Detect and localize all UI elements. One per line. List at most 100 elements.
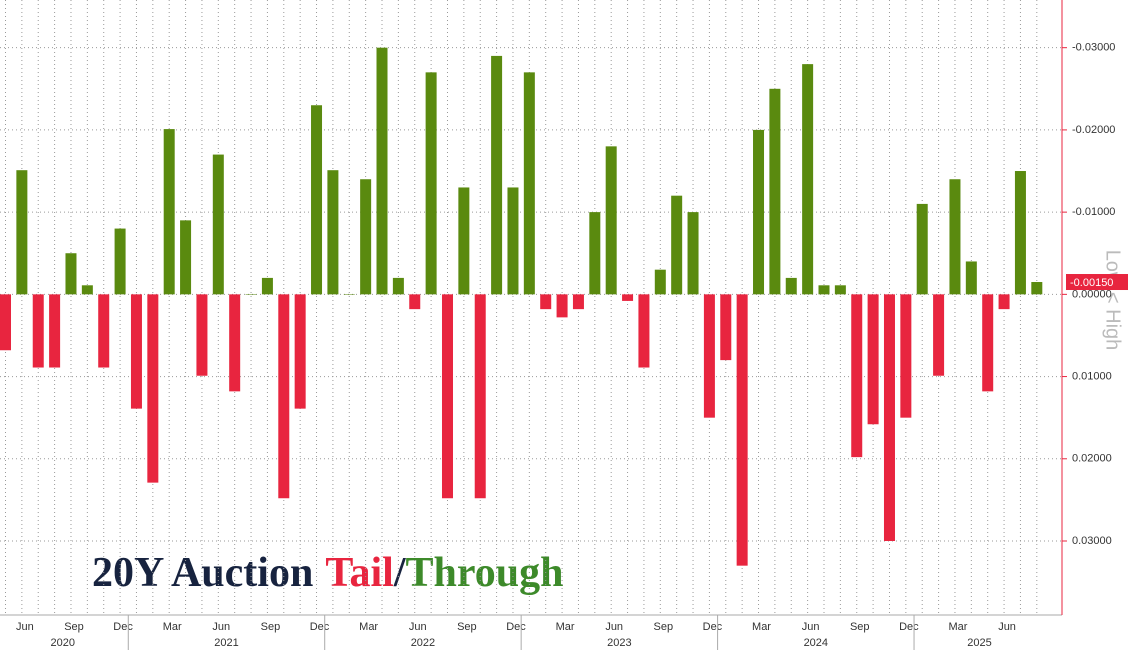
grid [0, 0, 1062, 615]
last-value-tag [1066, 274, 1128, 291]
y-tick-label: 0.02000 [1072, 453, 1112, 465]
bar [261, 277, 273, 295]
x-tick-label: Mar [948, 621, 967, 633]
bar [540, 294, 552, 310]
bar [360, 179, 372, 295]
y-tick-label: -0.02000 [1072, 124, 1115, 136]
bar [491, 55, 503, 295]
title-part: Tail [325, 550, 394, 596]
bar [180, 220, 192, 295]
bar [933, 294, 945, 376]
bar [147, 294, 159, 483]
year-label: 2025 [967, 637, 991, 649]
y-tick-label: -0.03000 [1072, 42, 1115, 54]
bar [605, 146, 617, 295]
x-tick-label: Sep [457, 621, 477, 633]
x-tick-label: Jun [605, 621, 623, 633]
bar [1031, 282, 1043, 295]
bar [572, 294, 584, 310]
bar [327, 170, 339, 295]
x-tick-label: Jun [409, 621, 427, 633]
bar [114, 228, 126, 295]
chart-title: 20Y Auction Tail/Through [92, 550, 563, 596]
bar [130, 294, 142, 409]
bar [409, 294, 421, 310]
bar [671, 195, 683, 295]
year-label: 2023 [607, 637, 631, 649]
bar [900, 294, 912, 418]
bar [98, 294, 110, 368]
bar [0, 294, 11, 351]
bar [785, 277, 797, 295]
year-label: 2024 [804, 637, 828, 649]
title-part: 20Y Auction [92, 550, 313, 596]
bar [16, 170, 28, 295]
year-label: 2022 [411, 637, 435, 649]
x-tick-label: Dec [899, 621, 919, 633]
bar [965, 261, 977, 295]
bar [556, 294, 568, 318]
bar [229, 294, 241, 392]
bar [753, 129, 765, 295]
x-tick-label: Jun [212, 621, 230, 633]
bar [982, 294, 994, 392]
bar [589, 212, 601, 295]
x-tick-label: Sep [64, 621, 84, 633]
x-tick-label: Dec [113, 621, 133, 633]
bar [998, 294, 1010, 310]
bar [425, 72, 437, 295]
bar [49, 294, 61, 368]
x-tick-label: Sep [261, 621, 281, 633]
bar [212, 154, 224, 295]
bar [654, 269, 666, 295]
bar [294, 294, 306, 409]
bar [507, 187, 519, 295]
x-tick-label: Jun [998, 621, 1016, 633]
x-tick-label: Mar [752, 621, 771, 633]
bar [834, 285, 846, 295]
bar [196, 294, 208, 376]
bar [916, 203, 928, 295]
bar [949, 179, 961, 295]
x-tick-label: Jun [16, 621, 34, 633]
bar [81, 285, 93, 295]
y-tick-label: 0.00000 [1072, 288, 1112, 300]
bar [458, 187, 470, 295]
bar [736, 294, 748, 566]
bar [392, 277, 404, 295]
x-tick-label: Dec [310, 621, 330, 633]
x-tick-label: Dec [703, 621, 723, 633]
x-tick-label: Mar [359, 621, 378, 633]
x-tick-label: Dec [506, 621, 526, 633]
bar [65, 253, 77, 295]
y-tick-label: 0.03000 [1072, 535, 1112, 547]
title-part: Through [405, 550, 563, 596]
year-label: 2021 [214, 637, 238, 649]
bar [851, 294, 863, 458]
title-part: / [393, 550, 407, 596]
bar [311, 105, 323, 295]
bar [867, 294, 879, 425]
bar [622, 294, 634, 301]
bar [376, 47, 388, 295]
bar [703, 294, 715, 418]
x-tick-label: Mar [163, 621, 182, 633]
bar [474, 294, 486, 499]
bar [163, 129, 175, 295]
x-tick-label: Sep [850, 621, 870, 633]
y-tick-label: -0.01000 [1072, 206, 1115, 218]
x-tick-label: Sep [654, 621, 674, 633]
bar [278, 294, 290, 499]
bar [638, 294, 650, 368]
bar [245, 294, 257, 295]
bar [769, 88, 781, 295]
bar [1014, 171, 1026, 295]
bar [441, 294, 453, 499]
bar [687, 212, 699, 295]
bar [32, 294, 44, 368]
x-tick-label: Jun [802, 621, 820, 633]
year-label: 2020 [51, 637, 75, 649]
y-tick-label: 0.01000 [1072, 370, 1112, 382]
bar [343, 294, 355, 295]
